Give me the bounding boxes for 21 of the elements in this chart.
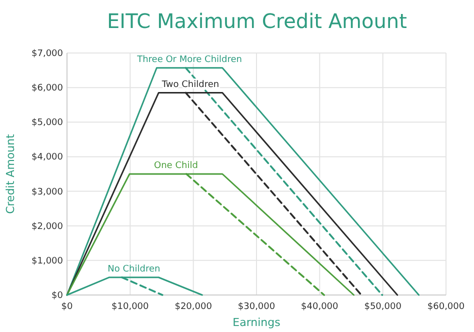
x-axis-title: Earnings [232, 316, 281, 329]
series-label: Three Or More Children [136, 54, 242, 65]
x-tick-label: $10,000 [112, 302, 150, 312]
series-label: No Children [108, 264, 160, 274]
x-tick-label: $60,000 [427, 302, 465, 312]
chart-title: EITC Maximum Credit Amount [107, 9, 408, 33]
x-tick-label: $40,000 [301, 302, 339, 312]
y-tick-label: $5,000 [32, 118, 64, 128]
x-tick-label: $0 [61, 302, 73, 312]
x-tick-label: $50,000 [364, 302, 402, 312]
y-tick-label: $7,000 [32, 49, 64, 59]
y-tick-label: $1,000 [32, 256, 64, 266]
y-tick-label: $4,000 [32, 152, 64, 163]
x-tick-label: $30,000 [238, 302, 276, 312]
y-tick-label: $3,000 [32, 187, 64, 198]
series-label: One Child [154, 161, 198, 171]
x-tick-label: $20,000 [174, 302, 212, 312]
y-axis-title: Credit Amount [4, 133, 17, 214]
y-tick-label: $6,000 [32, 84, 64, 94]
y-tick-label: $2,000 [32, 222, 64, 232]
y-tick-label: $0 [52, 291, 64, 301]
